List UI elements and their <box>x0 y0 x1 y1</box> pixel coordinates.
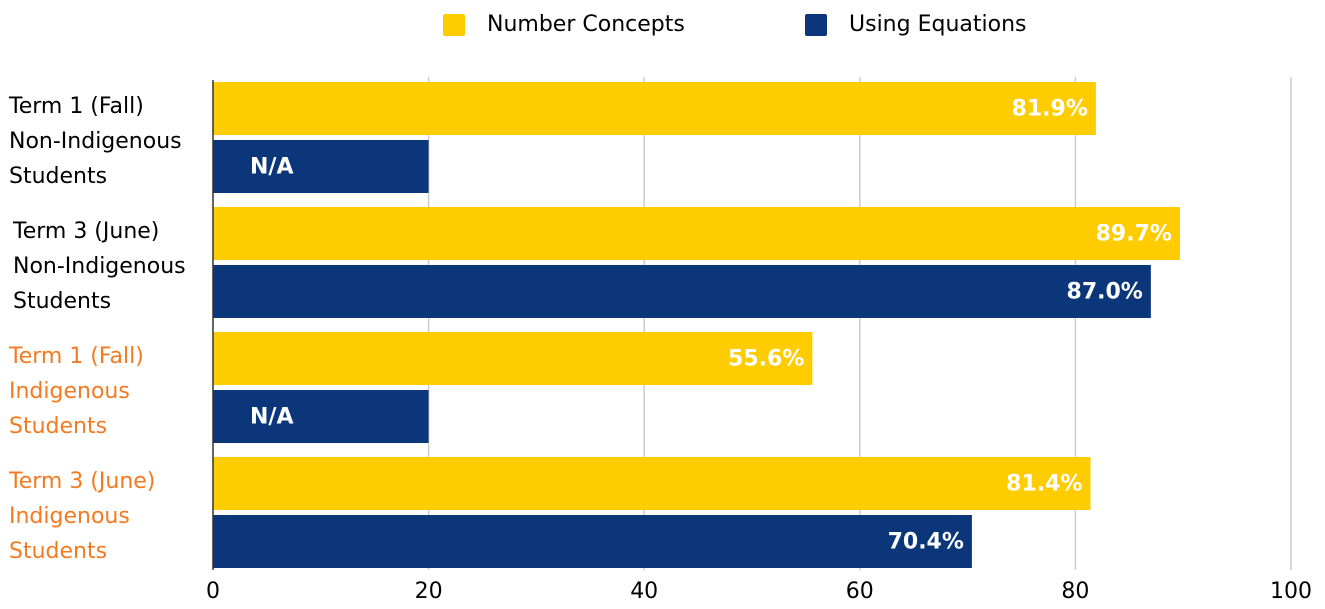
category-label: Non-Indigenous <box>13 254 186 279</box>
value-label: N/A <box>250 405 293 430</box>
legend-swatch <box>805 14 827 36</box>
value-label: 89.7% <box>1096 222 1172 247</box>
bar <box>213 140 429 193</box>
category-label: Students <box>9 164 107 189</box>
category-label: Indigenous <box>9 379 130 404</box>
category-label: Indigenous <box>9 504 130 529</box>
category-label: Non-Indigenous <box>9 129 182 154</box>
category-label: Students <box>9 414 107 439</box>
category-label: Students <box>13 289 111 314</box>
value-label: 87.0% <box>1067 280 1143 305</box>
category-label: Term 1 (Fall) <box>8 94 144 119</box>
value-label: N/A <box>250 155 293 180</box>
value-label: 70.4% <box>888 530 964 555</box>
category-label: Term 3 (June) <box>12 219 159 244</box>
bar <box>213 390 429 443</box>
bar <box>213 332 813 385</box>
bar <box>213 82 1096 135</box>
x-tick-label: 80 <box>1061 579 1089 604</box>
bar <box>213 515 972 568</box>
x-tick-label: 40 <box>630 579 658 604</box>
category-label: Students <box>9 539 107 564</box>
value-label: 81.9% <box>1012 97 1088 122</box>
x-tick-label: 20 <box>415 579 443 604</box>
category-label: Term 3 (June) <box>8 469 155 494</box>
category-label: Term 1 (Fall) <box>8 344 144 369</box>
legend-swatch <box>443 14 465 36</box>
value-label: 55.6% <box>728 347 804 372</box>
x-tick-label: 60 <box>846 579 874 604</box>
bar <box>213 265 1151 318</box>
legend-label: Using Equations <box>849 12 1026 37</box>
bar <box>213 457 1091 510</box>
legend-label: Number Concepts <box>487 12 685 37</box>
value-label: 81.4% <box>1006 472 1082 497</box>
x-tick-label: 0 <box>206 579 220 604</box>
bar <box>213 207 1180 260</box>
x-tick-label: 100 <box>1270 579 1312 604</box>
